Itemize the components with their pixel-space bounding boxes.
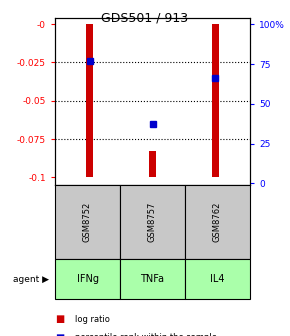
Bar [149,151,156,177]
Bar [86,24,93,177]
Text: TNFa: TNFa [140,274,164,284]
Text: GDS501 / 913: GDS501 / 913 [102,12,188,25]
Text: GSM8757: GSM8757 [148,202,157,242]
Text: ■: ■ [55,314,64,324]
Text: percentile rank within the sample: percentile rank within the sample [75,333,217,336]
Bar [212,24,219,177]
Text: GSM8762: GSM8762 [213,202,222,242]
Text: GSM8752: GSM8752 [83,202,92,242]
Text: IL4: IL4 [210,274,225,284]
Text: IFNg: IFNg [77,274,99,284]
Text: log ratio: log ratio [75,315,110,324]
Text: agent ▶: agent ▶ [13,275,49,284]
Text: ■: ■ [55,333,64,336]
